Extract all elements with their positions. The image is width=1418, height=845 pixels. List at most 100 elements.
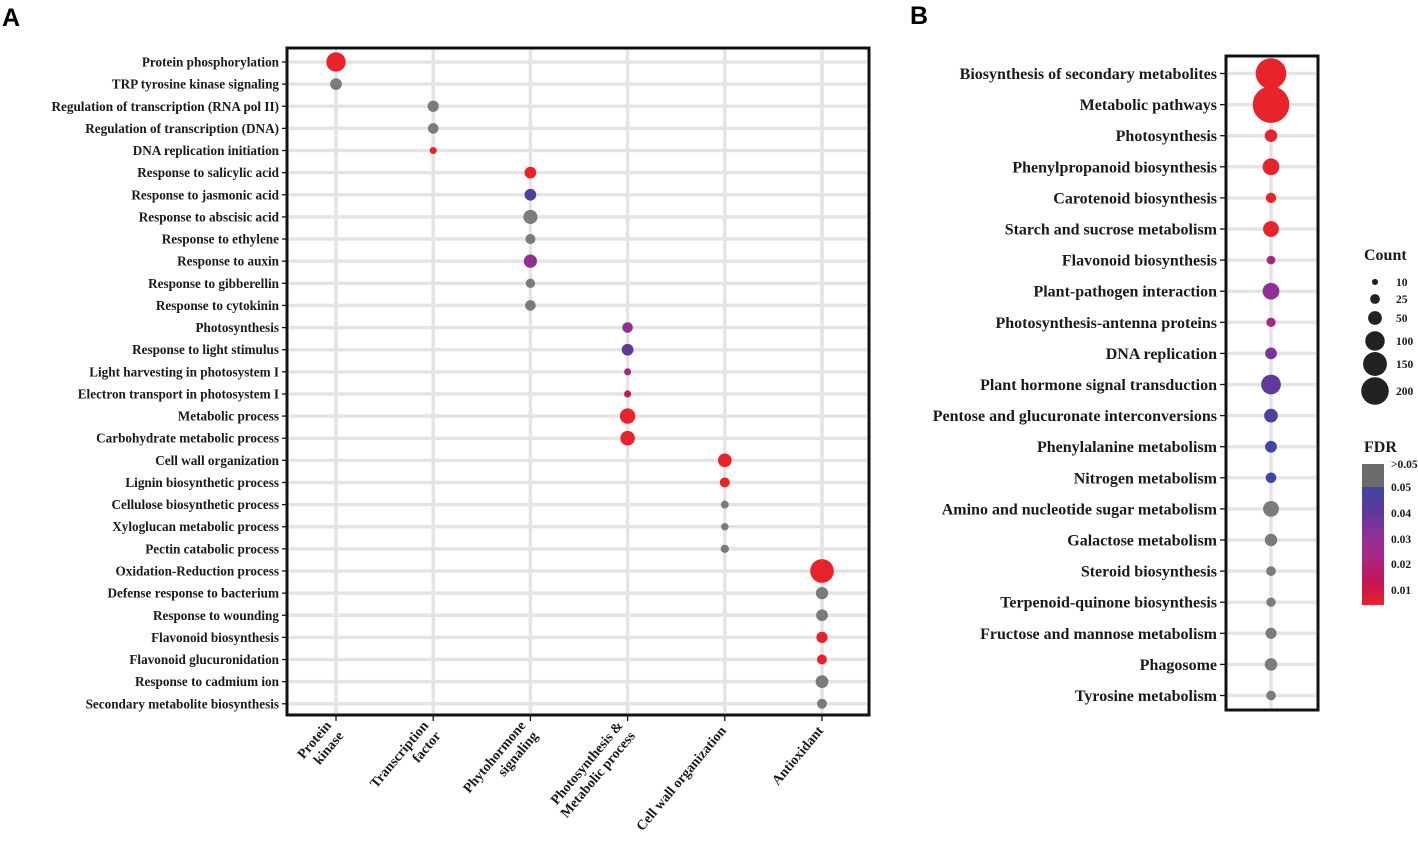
fdr-legend-label: 0.02 (1391, 559, 1411, 571)
dot-b-phenylalanine-metabolism (1265, 440, 1277, 453)
category-label: Antioxidant (770, 724, 828, 789)
term-label-b: Galactose metabolism (1067, 533, 1217, 550)
term-label: Electron transport in photosystem I (78, 386, 279, 401)
category-label: Cell wall organization (634, 724, 730, 834)
count-legend-label: 100 (1396, 336, 1414, 348)
fdr-legend-label: >0.05 (1391, 459, 1418, 471)
term-label: Regulation of transcription (RNA pol II) (52, 99, 280, 114)
dot-b-phagosome (1264, 658, 1278, 671)
term-label-b: Nitrogen metabolism (1074, 470, 1218, 487)
fdr-legend-label: 0.01 (1391, 585, 1411, 597)
panel-a-category-labels: Proteinkinase Transcriptionfactor Phytohor… (295, 715, 827, 834)
term-label: Secondary metabolite biosynthesis (86, 696, 279, 711)
fdr-legend-label: 0.04 (1391, 508, 1411, 520)
count-legend-dot (1363, 352, 1387, 376)
term-label: DNA replication initiation (133, 143, 280, 158)
term-label-b: Pentose and glucuronate interconversions (933, 408, 1217, 425)
fdr-legend-labels: >0.05 0.05 0.04 0.03 0.02 0.01 (1391, 459, 1418, 597)
dot-b-dna-replication (1265, 347, 1277, 360)
term-label: Carbohydrate metabolic process (96, 431, 279, 446)
count-legend-dot (1361, 377, 1389, 405)
dot-dna-replication-initiation (429, 146, 437, 155)
panel-b-chart: Biosynthesis of secondary metabolites Met… (933, 54, 1320, 712)
dot-response-to-jasmonic-acid (524, 188, 537, 201)
term-label: Response to gibberellin (148, 276, 280, 291)
dot-b-tyrosine-metabolism (1266, 690, 1276, 701)
dot-b-photosynthesis (1264, 129, 1278, 142)
dot-b-galactose-metabolism (1264, 533, 1278, 547)
term-label-b: Phagosome (1140, 657, 1217, 674)
term-label-b: Phenylpropanoid biosynthesis (1012, 159, 1217, 176)
dot-trp-tyrosine-kinase-signaling (330, 78, 342, 90)
dot-response-to-cytokinin (525, 300, 536, 311)
term-label: Cellulose biosynthetic process (111, 497, 279, 512)
panel-a-gridlines (289, 50, 867, 713)
dot-response-to-wounding (816, 609, 828, 622)
term-label-b: Plant-pathogen interaction (1033, 284, 1217, 301)
dot-response-to-auxin (523, 254, 538, 268)
count-legend-label: 50 (1396, 313, 1408, 325)
count-legend-label: 10 (1396, 277, 1408, 289)
term-label-b: Carotenoid biosynthesis (1053, 190, 1217, 207)
term-label-b: Starch and sucrose metabolism (1005, 222, 1218, 239)
dot-defense-response-to-bacterium (815, 586, 829, 600)
dot-b-plant-hormone-signal-transduction (1261, 374, 1281, 395)
count-legend-label: 25 (1396, 294, 1408, 306)
term-label-b: Plant hormone signal transduction (980, 377, 1217, 394)
dot-carbohydrate-metabolic-process (620, 430, 635, 446)
panel-a-dots (326, 52, 834, 709)
panel-a-label: A (2, 4, 20, 32)
term-label-b: Photosynthesis-antenna proteins (995, 315, 1217, 332)
term-label: Flavonoid glucuronidation (129, 652, 279, 667)
dot-b-biosynthesis-of-secondary-metabolites (1255, 58, 1287, 89)
dot-b-carotenoid-biosynthesis (1265, 192, 1277, 204)
dot-flavonoid-glucuronidation (817, 654, 827, 665)
fdr-legend-label: 0.03 (1391, 534, 1411, 546)
term-label-b: DNA replication (1106, 346, 1217, 363)
dot-photosynthesis (622, 322, 633, 333)
dot-b-pentose-and-glucuronate-interconversions (1264, 408, 1278, 423)
dot-flavonoid-biosynthesis (816, 631, 828, 643)
term-label-b: Phenylalanine metabolism (1037, 439, 1218, 456)
term-label: Regulation of transcription (DNA) (85, 121, 279, 136)
dot-b-steroid-biosynthesis (1266, 566, 1276, 576)
panel-a-chart: Protein phosphorylation TRP tyrosine kina… (52, 46, 871, 834)
term-label-b: Photosynthesis (1116, 128, 1217, 145)
fdr-na-swatch (1362, 464, 1384, 487)
dot-regulation-of-transcription-rna-pol-ii (427, 100, 439, 112)
term-label: Metabolic process (178, 409, 279, 424)
fdr-legend-label: 0.05 (1391, 482, 1411, 494)
category-label: Proteinkinase (295, 719, 347, 773)
category-label: Photosynthesis &Metabolic process (546, 718, 639, 821)
count-legend: 10 25 50 100 150 200 (1361, 277, 1414, 405)
term-label: Response to light stimulus (132, 342, 279, 357)
term-label: Oxidation-Reduction process (115, 563, 279, 578)
dot-response-to-gibberellin (525, 278, 536, 288)
dot-response-to-cadmium-ion (815, 675, 829, 689)
category-label-line: Cell wall organization (634, 724, 730, 834)
term-label: Photosynthesis (195, 320, 279, 335)
term-label: Response to cadmium ion (135, 674, 280, 689)
term-label: TRP tyrosine kinase signaling (112, 77, 280, 92)
dot-b-plant-pathogen-interaction (1262, 282, 1280, 300)
dot-b-fructose-and-mannose-metabolism (1265, 627, 1277, 639)
category-label-line: Antioxidant (770, 724, 828, 789)
dot-response-to-abscisic-acid (523, 209, 538, 224)
dot-b-nitrogen-metabolism (1265, 472, 1277, 484)
term-label: Xyloglucan metabolic process (112, 519, 279, 534)
count-legend-dot (1368, 311, 1382, 325)
dot-pectin-catabolic-process (720, 544, 729, 554)
term-label: Response to wounding (153, 608, 279, 623)
panel-a-term-labels: Protein phosphorylation TRP tyrosine kina… (52, 55, 287, 711)
dot-regulation-of-transcription-dna (427, 123, 439, 134)
term-label: Response to abscisic acid (139, 209, 280, 224)
dot-oxidation-reduction-process (810, 559, 834, 583)
dot-protein-phosphorylation (326, 52, 346, 72)
term-label: Lignin biosynthetic process (125, 475, 279, 490)
count-legend-title: Count (1364, 247, 1407, 264)
dot-b-amino-and-nucleotide-sugar-metabolism (1263, 500, 1279, 517)
dot-lignin-biosynthetic-process (719, 477, 730, 488)
term-label: Response to jasmonic acid (131, 187, 279, 202)
term-label-b: Fructose and mannose metabolism (980, 626, 1218, 643)
term-label-b: Tyrosine metabolism (1075, 688, 1218, 705)
